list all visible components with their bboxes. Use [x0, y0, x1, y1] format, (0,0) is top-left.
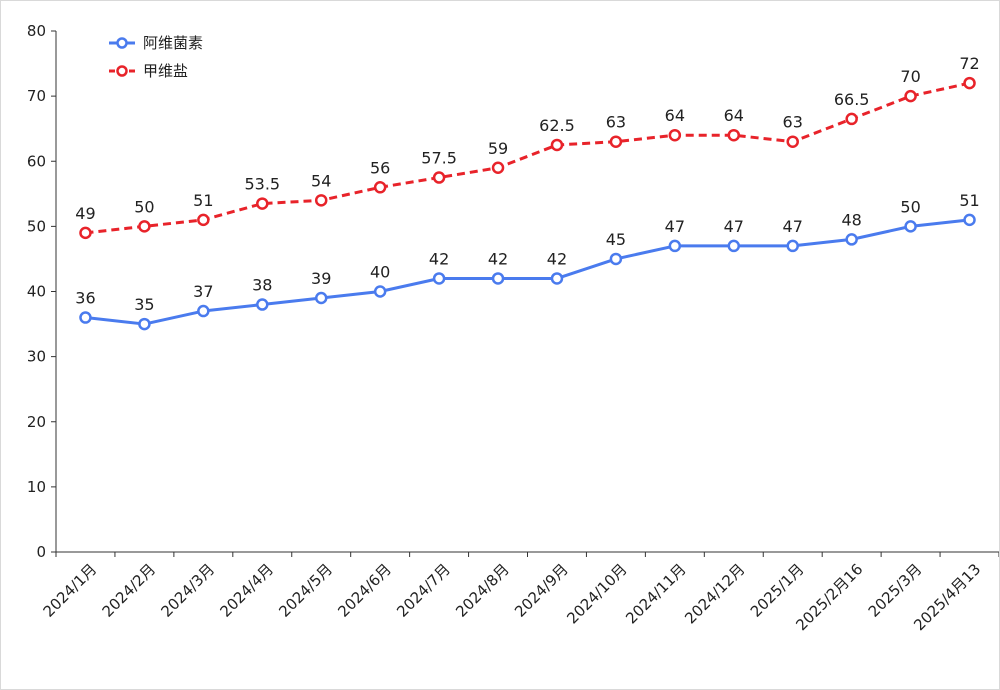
- data-point: [904, 220, 917, 233]
- data-label: 59: [488, 139, 508, 158]
- x-tick-label: 2024/8月: [452, 560, 513, 621]
- data-label: 42: [429, 249, 449, 268]
- data-label: 50: [900, 197, 920, 216]
- data-label: 36: [75, 289, 95, 308]
- data-point: [609, 252, 623, 266]
- x-tick-label: 2024/12月: [681, 560, 748, 627]
- y-tick-label: 60: [27, 152, 46, 170]
- data-label: 57.5: [421, 149, 457, 168]
- data-point: [609, 135, 623, 148]
- x-tick-label: 2024/7月: [393, 560, 454, 621]
- data-point: [138, 317, 151, 331]
- data-point: [138, 220, 151, 233]
- x-tick-label: 2024/3月: [158, 560, 219, 621]
- x-tick-label: 2025/3月: [865, 560, 926, 621]
- y-tick-label: 80: [27, 22, 46, 40]
- data-label: 37: [193, 282, 213, 301]
- data-point: [432, 171, 446, 184]
- data-labels: 36 35 37 38 39 40 42 42 42 45 47 47 47 48 50 51 49 50 51 53…: [75, 54, 979, 314]
- legend-swatch-marker: [116, 65, 128, 77]
- legend-swatch-marker: [116, 37, 128, 49]
- x-tick-label: 2024/6月: [334, 560, 395, 621]
- data-point: [963, 76, 976, 90]
- data-point: [491, 272, 505, 285]
- data-point: [79, 226, 92, 240]
- data-label: 48: [841, 210, 861, 229]
- data-label: 42: [547, 249, 567, 268]
- legend-label: 阿维菌素: [143, 34, 203, 52]
- data-label: 47: [665, 217, 685, 236]
- data-point: [727, 128, 741, 142]
- data-label: 72: [959, 54, 979, 73]
- data-point: [314, 194, 328, 207]
- data-point: [550, 272, 564, 285]
- y-tick-label: 10: [27, 478, 46, 496]
- x-tick-label: 2024/9月: [511, 560, 572, 621]
- x-tick-label: 2024/10月: [563, 560, 630, 627]
- data-point: [786, 239, 799, 253]
- y-tick-label: 20: [27, 413, 46, 431]
- data-point: [256, 298, 269, 311]
- x-tick-label: 2024/1月: [40, 560, 101, 621]
- data-label: 63: [783, 113, 803, 132]
- data-label: 66.5: [834, 90, 870, 109]
- y-tick-label: 70: [27, 87, 46, 105]
- data-label: 40: [370, 263, 390, 282]
- data-label: 38: [252, 276, 272, 295]
- data-point: [845, 112, 858, 126]
- data-label: 45: [606, 230, 626, 249]
- x-tick-label: 2024/2月: [99, 560, 160, 621]
- data-point: [314, 291, 328, 305]
- data-label: 64: [665, 106, 685, 125]
- y-tick-label: 0: [36, 543, 46, 561]
- x-tick-label: 2024/5月: [275, 560, 336, 621]
- data-point: [904, 89, 917, 103]
- data-point: [845, 233, 858, 246]
- data-point: [197, 304, 210, 318]
- data-label: 70: [900, 67, 920, 86]
- data-label: 51: [959, 191, 979, 210]
- data-label: 51: [193, 191, 213, 210]
- data-label: 49: [75, 204, 95, 223]
- x-tick-label: 2024/4月: [216, 560, 277, 621]
- series-line-2: [85, 81, 970, 235]
- data-point: [550, 138, 564, 152]
- y-tick-label: 40: [27, 283, 46, 301]
- data-label: 39: [311, 269, 331, 288]
- data-label: 42: [488, 249, 508, 268]
- data-point: [432, 272, 446, 285]
- data-label: 53.5: [244, 175, 280, 194]
- data-point: [197, 213, 210, 227]
- data-label: 62.5: [539, 116, 575, 135]
- data-label: 63: [606, 113, 626, 132]
- data-point: [727, 239, 741, 253]
- data-point: [491, 161, 505, 175]
- data-point: [373, 285, 387, 298]
- y-tick-label: 50: [27, 217, 46, 235]
- data-label: 47: [724, 217, 744, 236]
- y-tick-label: 30: [27, 348, 46, 366]
- legend-label: 甲维盐: [143, 62, 188, 80]
- data-point: [79, 311, 92, 324]
- x-tick-label: 2024/11月: [622, 560, 689, 627]
- data-label: 54: [311, 171, 331, 190]
- data-label: 50: [134, 197, 154, 216]
- data-point: [668, 239, 682, 253]
- data-point: [786, 135, 799, 148]
- data-point: [373, 181, 387, 194]
- data-label: 64: [724, 106, 744, 125]
- data-label: 47: [783, 217, 803, 236]
- x-tick-label: 2025/1月: [747, 560, 808, 621]
- data-label: 35: [134, 295, 154, 314]
- data-label: 56: [370, 158, 390, 177]
- series-line-1: [85, 218, 970, 326]
- data-point: [256, 197, 269, 210]
- data-point: [963, 213, 976, 227]
- data-point: [668, 128, 682, 142]
- series-layer: [79, 76, 976, 331]
